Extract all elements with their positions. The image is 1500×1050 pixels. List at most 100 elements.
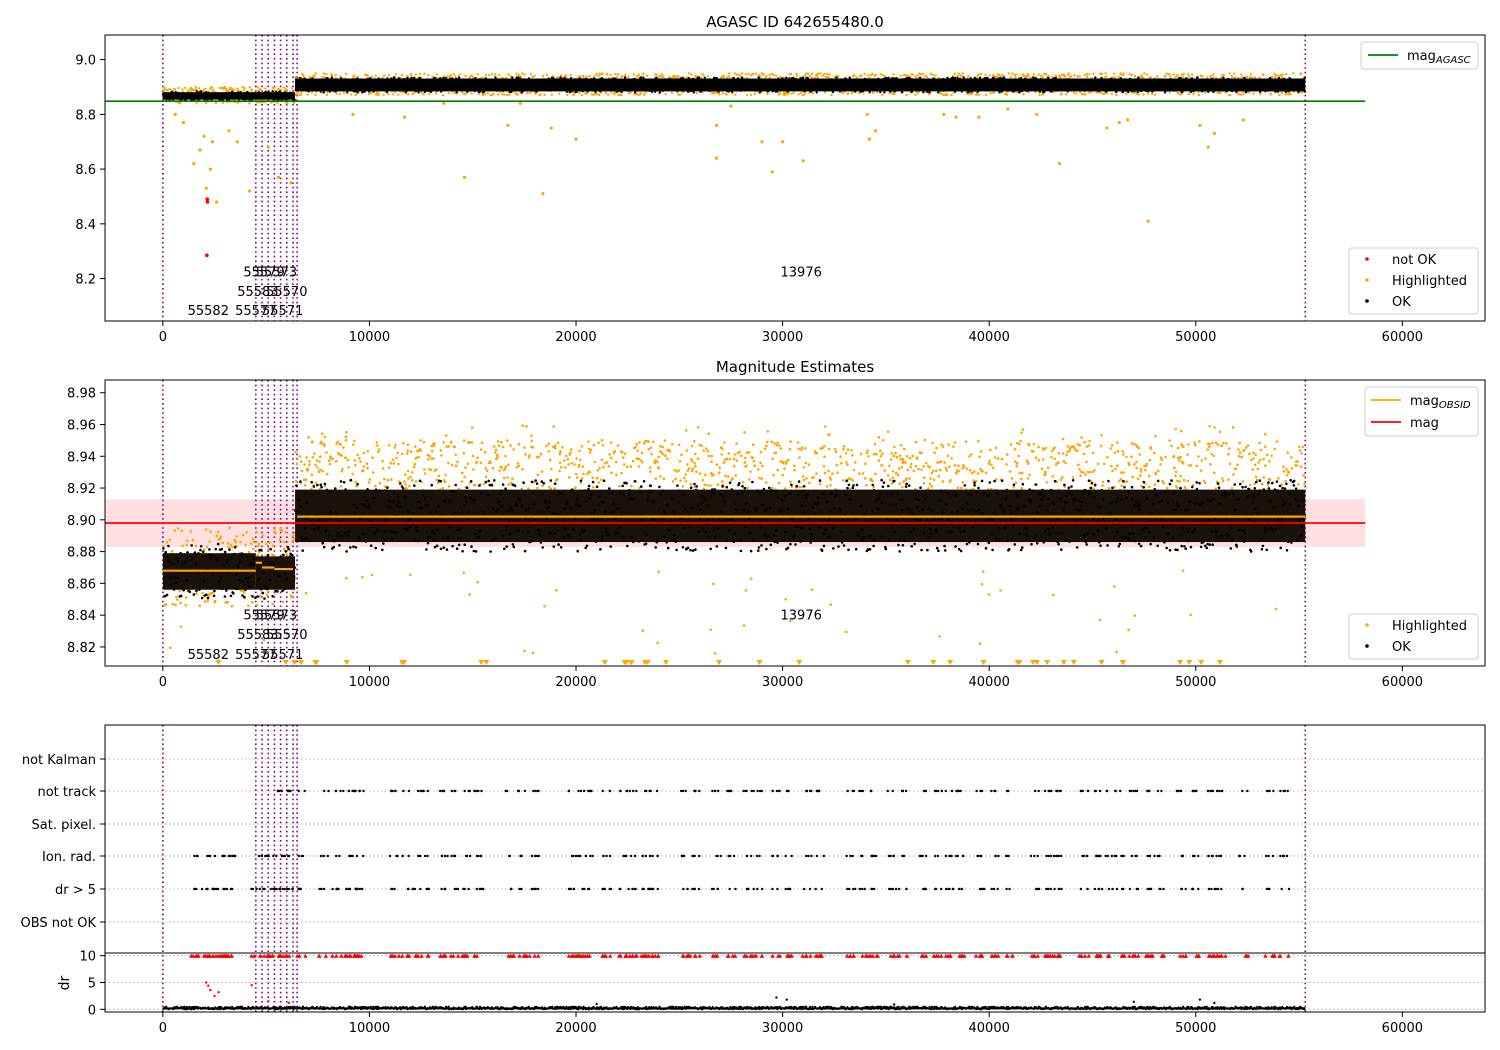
ok-point xyxy=(630,78,633,81)
ok-point xyxy=(571,81,574,84)
ok-point xyxy=(303,82,307,86)
ok-point xyxy=(437,79,440,82)
ok-point xyxy=(920,83,924,86)
highlighted-point xyxy=(265,542,268,546)
ok-point xyxy=(893,90,896,93)
ok-point xyxy=(902,78,906,81)
ok-point xyxy=(501,89,505,93)
ok-point xyxy=(1177,88,1180,91)
ok-point xyxy=(849,78,852,81)
highlighted-point xyxy=(762,73,765,76)
highlighted-point xyxy=(579,458,582,462)
highlighted-point xyxy=(646,74,649,77)
highlighted-point xyxy=(898,482,902,485)
highlighted-point xyxy=(381,467,385,470)
highlighted-point xyxy=(394,90,397,94)
ok-point xyxy=(779,81,783,85)
x-tick-label: 10000 xyxy=(349,330,390,345)
ok-point xyxy=(551,76,555,80)
ok-point xyxy=(977,89,980,92)
ok-point xyxy=(954,90,957,93)
ok-point xyxy=(405,89,408,93)
highlighted-point xyxy=(718,93,721,96)
ok-point xyxy=(509,85,512,88)
highlighted-point xyxy=(296,91,300,95)
x-tick-label: 50000 xyxy=(1175,330,1216,345)
highlighted-point xyxy=(673,468,676,472)
highlighted-point xyxy=(621,456,625,459)
ok-point xyxy=(576,84,579,87)
highlighted-point xyxy=(192,89,195,92)
highlighted-point xyxy=(677,74,680,78)
ok-point xyxy=(1098,86,1101,90)
highlighted-point xyxy=(614,460,618,464)
ok-point xyxy=(1072,86,1076,89)
ok-point xyxy=(653,90,657,93)
ok-point xyxy=(699,90,702,93)
highlighted-point xyxy=(954,115,958,119)
highlighted-point xyxy=(734,93,737,97)
ok-point xyxy=(690,86,693,89)
ok-point xyxy=(575,90,578,93)
ok-point xyxy=(961,80,964,84)
highlighted-point xyxy=(633,93,636,96)
ok-point xyxy=(1148,84,1151,87)
ok-point xyxy=(1045,78,1049,82)
highlighted-point xyxy=(738,450,741,454)
ok-point xyxy=(506,86,510,89)
highlighted-point xyxy=(1027,74,1030,77)
ok-point xyxy=(779,86,782,90)
ok-point xyxy=(566,89,569,92)
highlighted-point xyxy=(827,469,830,473)
ok-point xyxy=(400,87,403,90)
ok-point xyxy=(1248,89,1252,92)
ok-point xyxy=(1285,81,1289,85)
x-tick-label: 20000 xyxy=(555,330,596,345)
ok-point xyxy=(1035,85,1039,88)
ok-point xyxy=(642,76,645,80)
highlighted-point xyxy=(1086,75,1089,79)
highlighted-point xyxy=(662,75,665,78)
ok-point xyxy=(939,85,942,88)
highlighted-point xyxy=(366,74,369,78)
ok-point xyxy=(675,84,678,87)
highlighted-point xyxy=(847,92,850,95)
highlighted-point xyxy=(362,451,366,455)
ok-point xyxy=(185,92,188,96)
highlighted-point xyxy=(630,484,633,488)
ok-point xyxy=(436,88,440,91)
highlighted-point xyxy=(214,200,219,204)
highlighted-point xyxy=(183,86,187,90)
highlighted-point xyxy=(1055,74,1058,78)
highlighted-point xyxy=(443,480,447,484)
highlighted-point xyxy=(528,454,531,457)
ok-point xyxy=(419,85,422,88)
ok-point xyxy=(890,77,894,80)
highlighted-point xyxy=(383,74,386,77)
highlighted-point xyxy=(350,93,353,96)
highlighted-point xyxy=(746,93,749,97)
ok-point xyxy=(926,90,929,94)
ok-point xyxy=(655,76,658,79)
ok-point xyxy=(591,82,594,85)
highlighted-point xyxy=(896,473,900,477)
highlighted-point xyxy=(1099,91,1103,95)
ok-point xyxy=(258,91,261,94)
ok-point xyxy=(535,90,538,93)
highlighted-point xyxy=(549,126,553,130)
highlighted-point xyxy=(840,462,843,465)
highlighted-point xyxy=(558,92,561,95)
highlighted-point xyxy=(875,452,878,456)
ok-point xyxy=(337,84,340,87)
highlighted-point xyxy=(967,74,970,78)
highlighted-point xyxy=(1060,93,1063,96)
highlighted-point xyxy=(484,475,488,479)
highlighted-point xyxy=(686,469,690,472)
ok-point xyxy=(310,84,313,88)
highlighted-point xyxy=(504,465,508,468)
highlighted-point xyxy=(303,463,306,466)
highlighted-point xyxy=(476,73,479,76)
ok-point xyxy=(827,87,830,91)
highlighted-point xyxy=(819,72,822,75)
ok-point xyxy=(980,88,983,92)
